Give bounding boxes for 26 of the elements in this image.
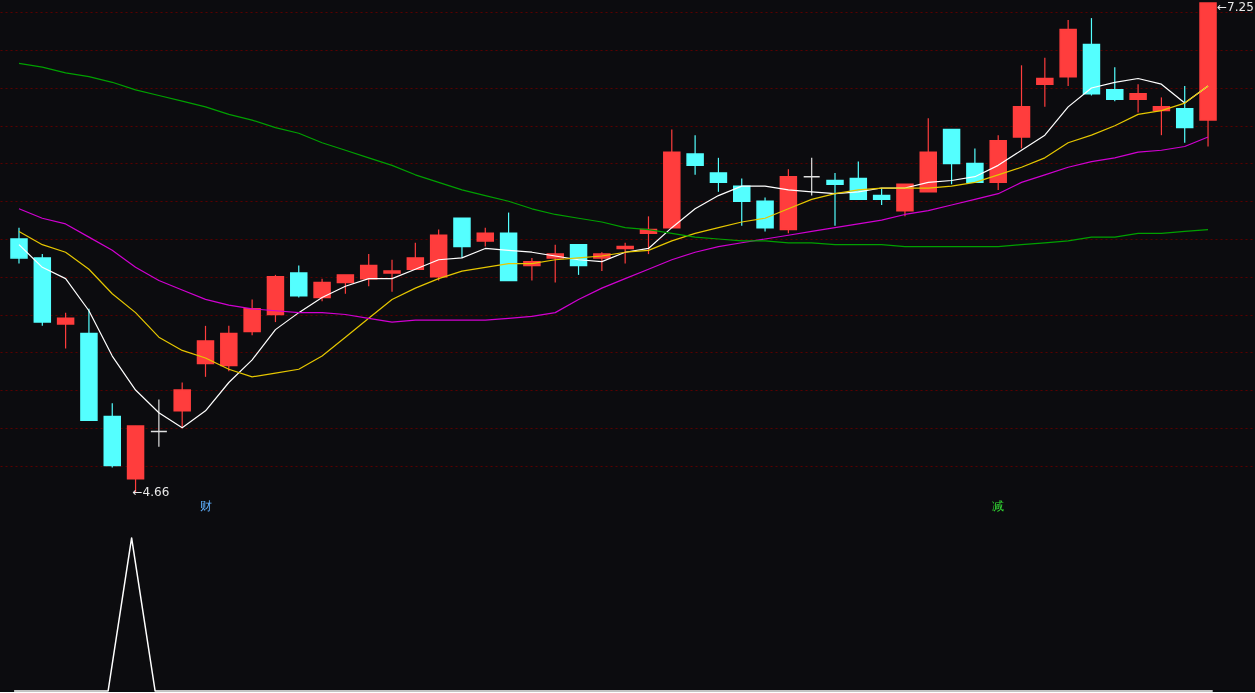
candlestick bbox=[476, 227, 495, 248]
candlestick bbox=[290, 264, 308, 299]
candlestick bbox=[802, 157, 821, 197]
candlestick bbox=[1036, 57, 1054, 108]
candlestick bbox=[10, 227, 28, 265]
annotation: ←4.66 bbox=[132, 485, 170, 499]
candlestick bbox=[336, 274, 355, 295]
candlestick bbox=[709, 157, 728, 193]
candlestick bbox=[1106, 66, 1124, 102]
candlestick bbox=[243, 298, 261, 336]
candlestick bbox=[732, 177, 751, 227]
candlestick bbox=[313, 278, 331, 302]
candlestick bbox=[406, 242, 425, 270]
text: 财 bbox=[199, 499, 212, 513]
annotation: ←7.25 bbox=[1217, 0, 1254, 14]
candlestick bbox=[616, 242, 634, 265]
text: 减 bbox=[992, 499, 1005, 513]
candlestick bbox=[173, 381, 191, 429]
candlestick bbox=[686, 134, 704, 176]
candlestick bbox=[383, 259, 401, 293]
candlestick bbox=[56, 312, 75, 350]
candlestick bbox=[150, 398, 168, 448]
candlestick bbox=[1129, 83, 1147, 114]
candlestick bbox=[826, 172, 844, 227]
candlestick bbox=[196, 325, 215, 378]
candlestick bbox=[1175, 85, 1194, 144]
